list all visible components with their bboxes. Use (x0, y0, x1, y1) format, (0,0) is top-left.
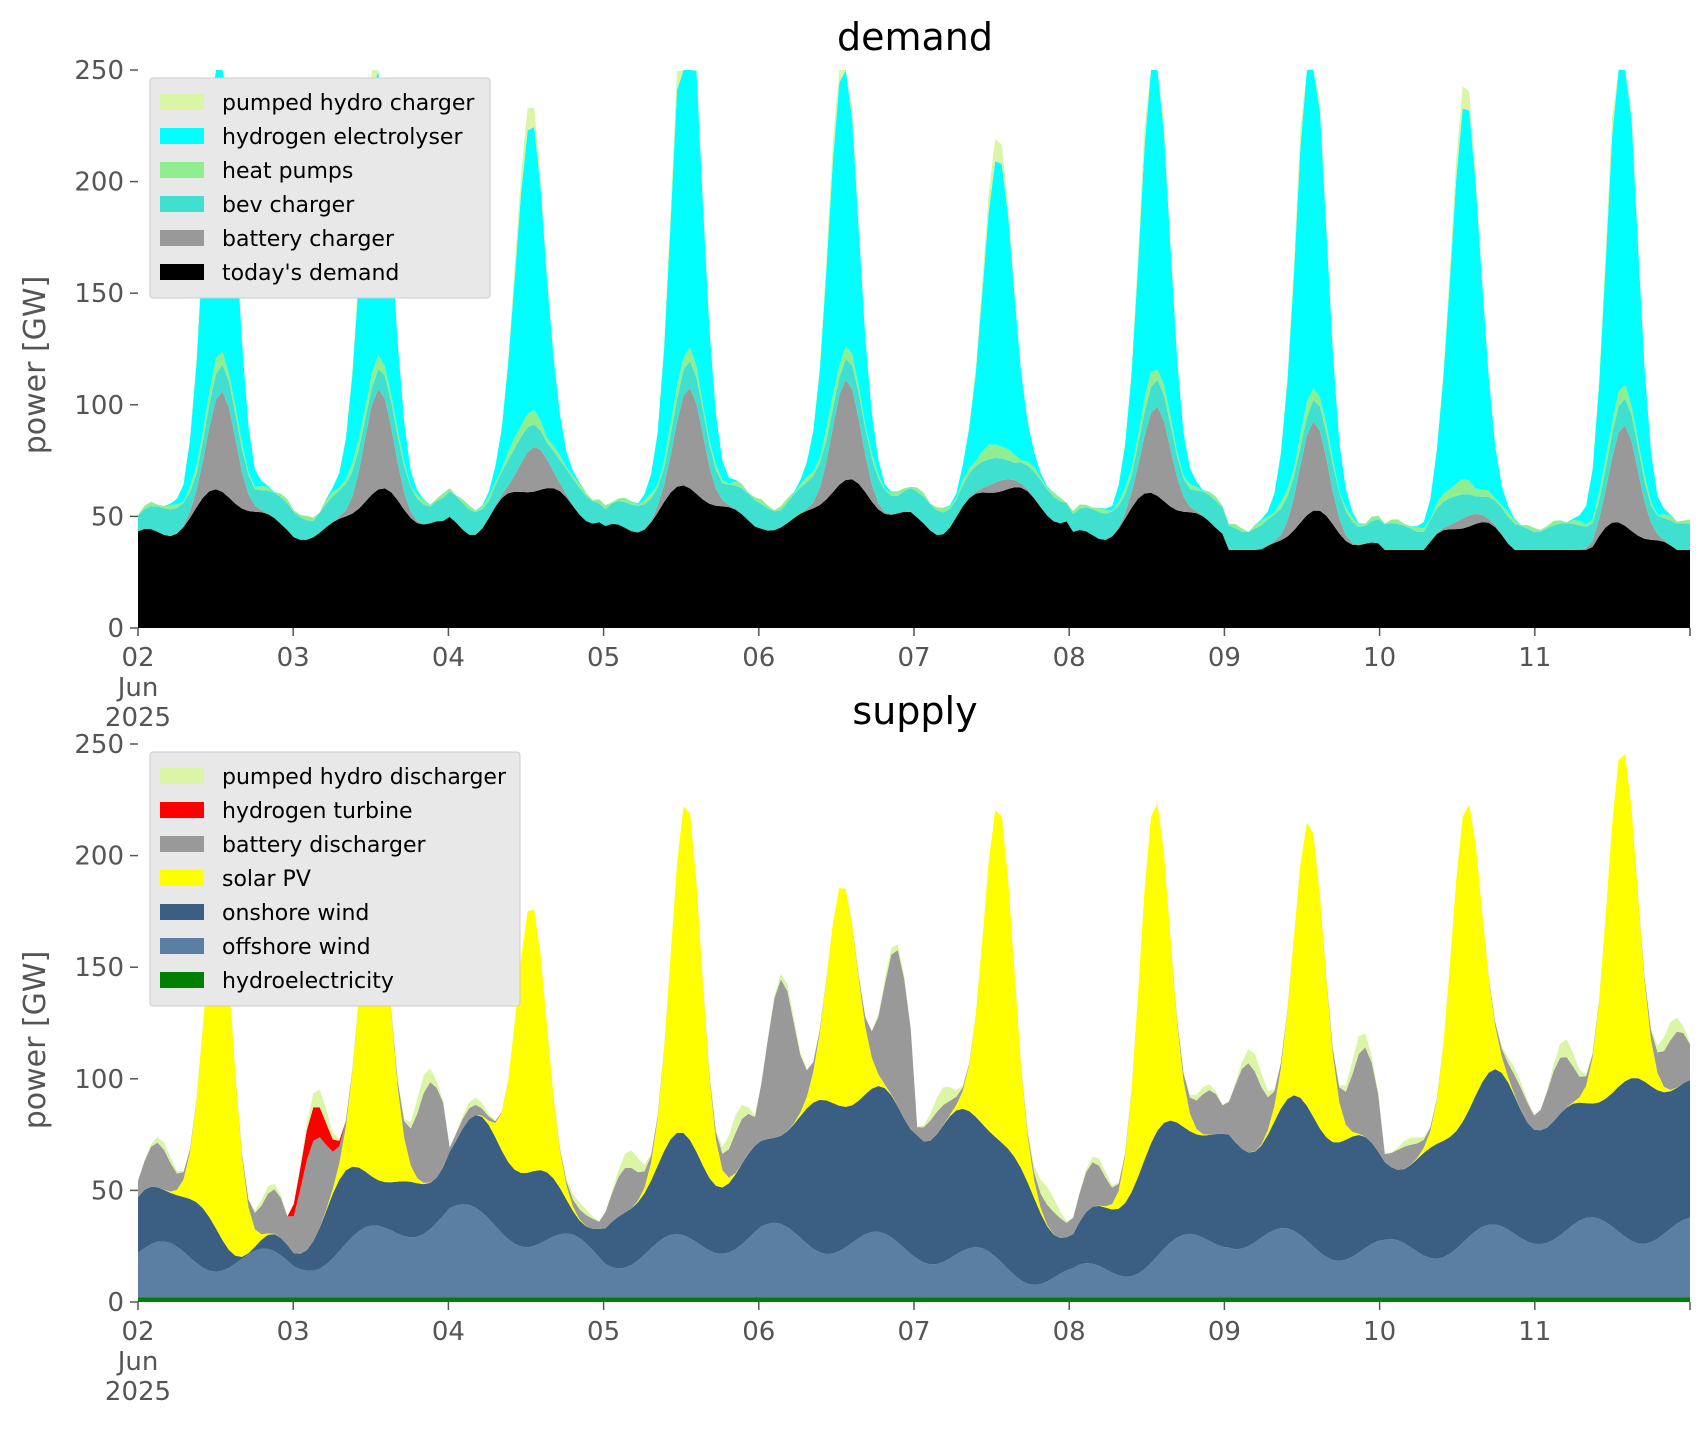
legend-swatch (160, 904, 204, 920)
area-electrolyser (138, 70, 1690, 532)
legend-swatch (160, 972, 204, 988)
legend-entry: hydrogen electrolyser (222, 125, 463, 150)
x-tick-label: 05 (587, 1317, 620, 1347)
legend-swatch (160, 128, 204, 144)
legend-swatch (160, 264, 204, 280)
legend-swatch (160, 768, 204, 784)
legend-entry: battery discharger (222, 833, 427, 858)
x-tick-label: 07 (897, 1317, 930, 1347)
area-hydro (138, 1297, 1690, 1302)
legend-box (149, 751, 521, 1007)
x-tick-label: 08 (1053, 1317, 1086, 1347)
legend-entry: pumped hydro charger (222, 91, 475, 116)
legend-swatch (160, 836, 204, 852)
demand-panel: demand power [GW] 05010015020025002Jun20… (18, 15, 1691, 733)
chart-title: demand (837, 15, 993, 59)
y-tick-label: 150 (74, 953, 124, 983)
y-tick-label: 0 (107, 1288, 124, 1318)
y-axis-label: power [GW] (18, 951, 53, 1130)
y-tick-label: 200 (74, 168, 124, 198)
area-offshore (138, 1204, 1690, 1298)
x-tick-label: 04 (432, 1317, 465, 1347)
demand-areas (138, 70, 1690, 628)
legend-entry: heat pumps (222, 159, 353, 184)
y-tick-label: 200 (74, 842, 124, 872)
y-tick-label: 50 (91, 1176, 124, 1206)
x-tick-label: Jun (116, 673, 159, 703)
area-battery_ch (138, 379, 1690, 550)
legend-entry: pumped hydro discharger (222, 765, 507, 790)
x-tick-label: 11 (1518, 643, 1551, 673)
legend-swatch (160, 196, 204, 212)
area-solar (138, 754, 1690, 1257)
legend-entry: solar PV (222, 867, 311, 892)
legend-entry: today's demand (222, 261, 399, 286)
y-tick-label: 150 (74, 279, 124, 309)
x-tick-label: 2025 (105, 1377, 171, 1407)
x-tick-label: 02 (121, 643, 154, 673)
legend-entry: bev charger (222, 193, 355, 218)
x-tick-label: 06 (742, 1317, 775, 1347)
supply-areas (138, 754, 1690, 1302)
demand-legend: pumped hydro charger hydrogen electrolyse… (149, 77, 491, 299)
area-onshore (138, 1069, 1690, 1285)
x-tick-label: 07 (897, 643, 930, 673)
y-tick-label: 100 (74, 391, 124, 421)
x-tick-label: 02 (121, 1317, 154, 1347)
x-tick-label: 04 (432, 643, 465, 673)
legend-swatch (160, 94, 204, 110)
x-tick-label: 03 (277, 1317, 310, 1347)
x-tick-label: 05 (587, 643, 620, 673)
x-tick-label: 06 (742, 643, 775, 673)
legend-entry: offshore wind (222, 935, 371, 960)
y-tick-label: 0 (107, 614, 124, 644)
x-tick-label: 11 (1518, 1317, 1551, 1347)
legend-swatch (160, 870, 204, 886)
area-bev (138, 358, 1690, 550)
x-tick-label: 10 (1363, 1317, 1396, 1347)
x-tick-label: 03 (277, 643, 310, 673)
legend-entry: hydroelectricity (222, 969, 394, 994)
x-tick-label: 08 (1053, 643, 1086, 673)
y-axis-label: power [GW] (18, 276, 53, 455)
legend-entry: onshore wind (222, 901, 369, 926)
legend-swatch (160, 938, 204, 954)
x-tick-label: 09 (1208, 643, 1241, 673)
legend-swatch (160, 802, 204, 818)
x-tick-label: 09 (1208, 1317, 1241, 1347)
chart-title: supply (852, 689, 977, 733)
y-tick-label: 50 (91, 502, 124, 532)
supply-legend: pumped hydro discharger hydrogen turbine b… (149, 751, 521, 1007)
legend-box (149, 77, 491, 299)
legend-entry: battery charger (222, 227, 395, 252)
y-tick-label: 100 (74, 1065, 124, 1095)
area-demand_base (138, 479, 1690, 628)
y-tick-label: 250 (74, 730, 124, 760)
supply-panel: supply power [GW] 05010015020025002Jun20… (18, 689, 1691, 1407)
x-tick-label: Jun (116, 1347, 159, 1377)
x-tick-label: 2025 (105, 703, 171, 733)
x-tick-label: 10 (1363, 643, 1396, 673)
y-tick-label: 250 (74, 56, 124, 86)
legend-entry: hydrogen turbine (222, 799, 413, 824)
legend-swatch (160, 230, 204, 246)
legend-swatch (160, 162, 204, 178)
